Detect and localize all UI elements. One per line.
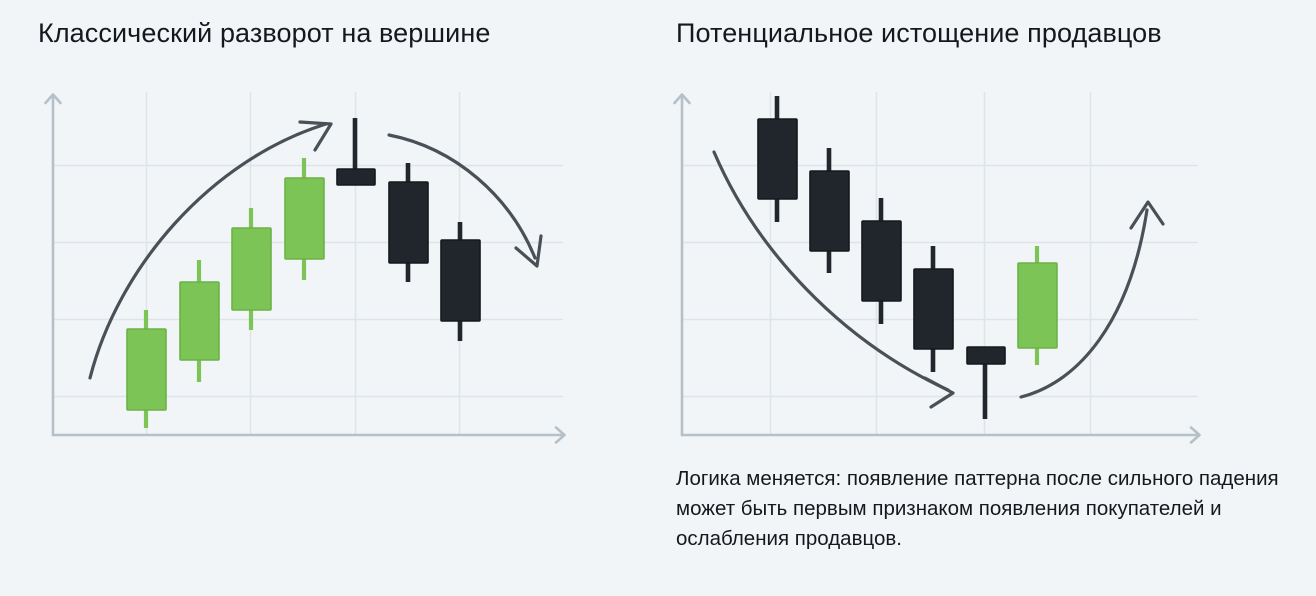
x-axis-arrow-head bbox=[554, 426, 566, 444]
y-axis-arrow-head bbox=[44, 93, 62, 105]
chart-potential-seller-exhaustion bbox=[673, 92, 1201, 444]
panel-title-right: Потенциальное истощение продавцов bbox=[676, 18, 1162, 48]
downtrend-arrow bbox=[712, 150, 955, 409]
panel-potential-seller-exhaustion: Потенциальное истощение продавцов bbox=[660, 0, 1316, 596]
downtrend-arrow bbox=[387, 133, 543, 268]
candle-2-bullish bbox=[179, 260, 220, 382]
candle-2-bearish bbox=[809, 148, 850, 273]
candle-4-bearish bbox=[913, 246, 954, 372]
panel-caption-right: Логика меняется: появление паттерна посл… bbox=[676, 467, 1279, 550]
candle-3-bullish bbox=[231, 208, 272, 330]
x-axis-arrow-head bbox=[1189, 426, 1201, 444]
axis-lines bbox=[44, 93, 566, 444]
candle-7-bearish bbox=[440, 222, 481, 341]
candle-1-bullish bbox=[126, 310, 167, 428]
axis-lines bbox=[673, 93, 1201, 444]
candle-5-shooting-star bbox=[336, 118, 376, 186]
candle-6-bearish bbox=[388, 163, 429, 282]
candle-3-bearish bbox=[861, 198, 902, 324]
candle-4-bullish bbox=[284, 158, 325, 280]
candle-6-bullish bbox=[1017, 246, 1058, 365]
uptrend-arrow bbox=[88, 120, 333, 380]
panel-classic-top-reversal: Классический разворот на вершине bbox=[38, 18, 566, 444]
y-axis-arrow-head bbox=[673, 93, 691, 105]
candle-1-bearish bbox=[757, 96, 798, 222]
chart-classic-top-reversal bbox=[44, 92, 566, 444]
recovery-arrow bbox=[1019, 200, 1165, 399]
panel-title-left: Классический разворот на вершине bbox=[38, 18, 491, 48]
candle-5-hammer bbox=[966, 346, 1006, 419]
